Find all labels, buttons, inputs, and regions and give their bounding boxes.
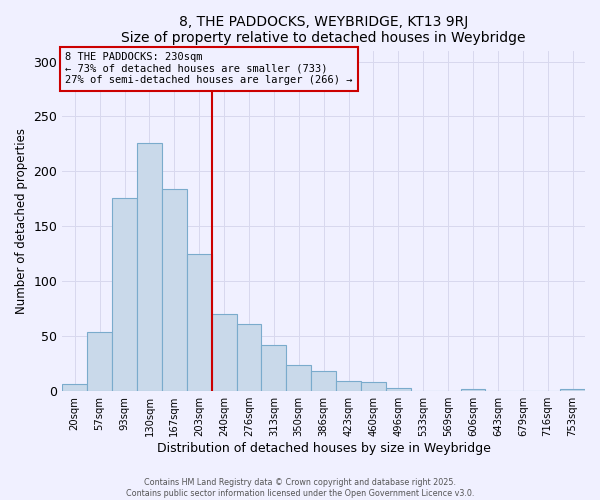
Bar: [212, 314, 236, 391]
Bar: [137, 143, 162, 391]
Bar: [461, 389, 485, 391]
Bar: [336, 382, 361, 391]
Bar: [62, 384, 87, 391]
Bar: [286, 365, 311, 391]
Text: 8 THE PADDOCKS: 230sqm
← 73% of detached houses are smaller (733)
27% of semi-de: 8 THE PADDOCKS: 230sqm ← 73% of detached…: [65, 52, 352, 86]
X-axis label: Distribution of detached houses by size in Weybridge: Distribution of detached houses by size …: [157, 442, 491, 455]
Bar: [112, 198, 137, 391]
Bar: [187, 254, 212, 391]
Bar: [87, 332, 112, 391]
Y-axis label: Number of detached properties: Number of detached properties: [15, 128, 28, 314]
Bar: [361, 382, 386, 391]
Bar: [262, 345, 286, 391]
Bar: [236, 324, 262, 391]
Bar: [162, 189, 187, 391]
Text: Contains HM Land Registry data © Crown copyright and database right 2025.
Contai: Contains HM Land Registry data © Crown c…: [126, 478, 474, 498]
Bar: [311, 372, 336, 391]
Bar: [386, 388, 411, 391]
Bar: [560, 389, 585, 391]
Title: 8, THE PADDOCKS, WEYBRIDGE, KT13 9RJ
Size of property relative to detached house: 8, THE PADDOCKS, WEYBRIDGE, KT13 9RJ Siz…: [121, 15, 526, 45]
